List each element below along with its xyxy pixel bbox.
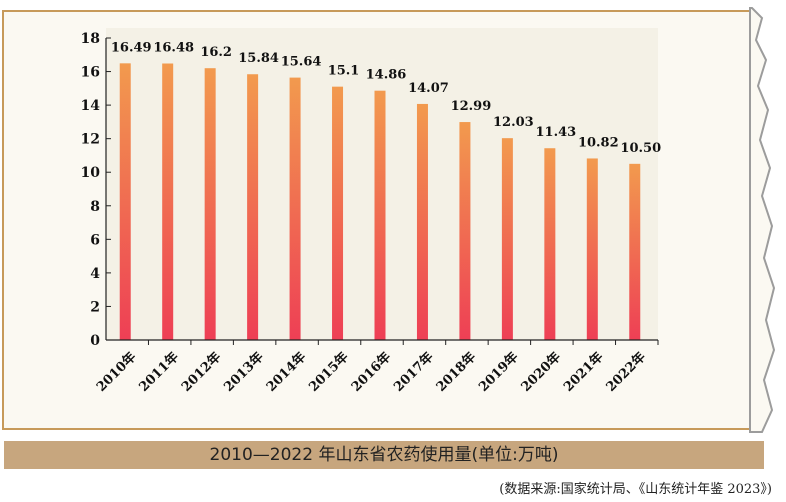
chart-title: 2010—2022 年山东省农药使用量(单位:万吨) [4,441,764,469]
x-tick-label: 2015年 [306,349,352,395]
y-tick-label: 14 [81,98,101,114]
x-tick-label: 2013年 [221,349,267,395]
torn-edge [749,7,776,433]
data-label: 12.99 [451,99,492,114]
source-note: (数据来源:国家统计局、《山东统计年鉴 2023》) [499,482,772,497]
x-tick-label: 2021年 [560,349,606,395]
data-label: 10.82 [578,135,619,150]
y-tick-label: 18 [81,31,100,47]
y-tick-label: 8 [90,199,100,215]
y-tick-label: 2 [90,299,100,315]
x-tick-label: 2011年 [136,349,182,395]
data-label: 14.86 [366,68,407,83]
data-label: 15.1 [328,64,360,79]
y-tick-label: 16 [81,65,100,81]
data-label: 15.64 [281,55,322,70]
data-label: 15.84 [238,51,279,66]
bar [119,63,131,341]
y-tick-label: 12 [81,132,100,148]
x-tick-label: 2010年 [93,349,139,395]
bar [162,63,174,340]
x-tick-label: 2022年 [603,349,649,395]
bar [289,77,301,341]
data-label: 12.03 [493,115,534,130]
x-tick-label: 2018年 [433,349,479,395]
data-label: 14.07 [408,81,449,96]
y-tick-label: 10 [81,165,101,181]
y-tick-label: 6 [90,232,100,248]
bar [374,90,386,340]
y-tick-label: 4 [90,266,100,282]
x-tick-label: 2012年 [178,349,224,395]
x-tick-label: 2017年 [391,349,437,395]
x-tick-label: 2020年 [518,349,564,395]
bar [586,158,598,340]
bar [247,74,259,341]
bar [629,163,641,340]
x-tick-label: 2019年 [475,349,521,395]
data-label: 16.48 [153,41,194,56]
bar [544,148,556,340]
data-label: 11.43 [535,125,576,140]
bar [416,103,428,340]
bar [459,122,471,340]
x-tick-label: 2016年 [348,349,394,395]
data-label: 16.2 [200,45,232,60]
data-label: 10.50 [620,141,661,156]
x-tick-label: 2014年 [263,349,309,395]
bar [501,138,513,340]
y-tick-label: 0 [90,333,100,349]
bar [332,86,344,341]
bar [204,68,216,340]
data-label: 16.49 [111,40,152,55]
